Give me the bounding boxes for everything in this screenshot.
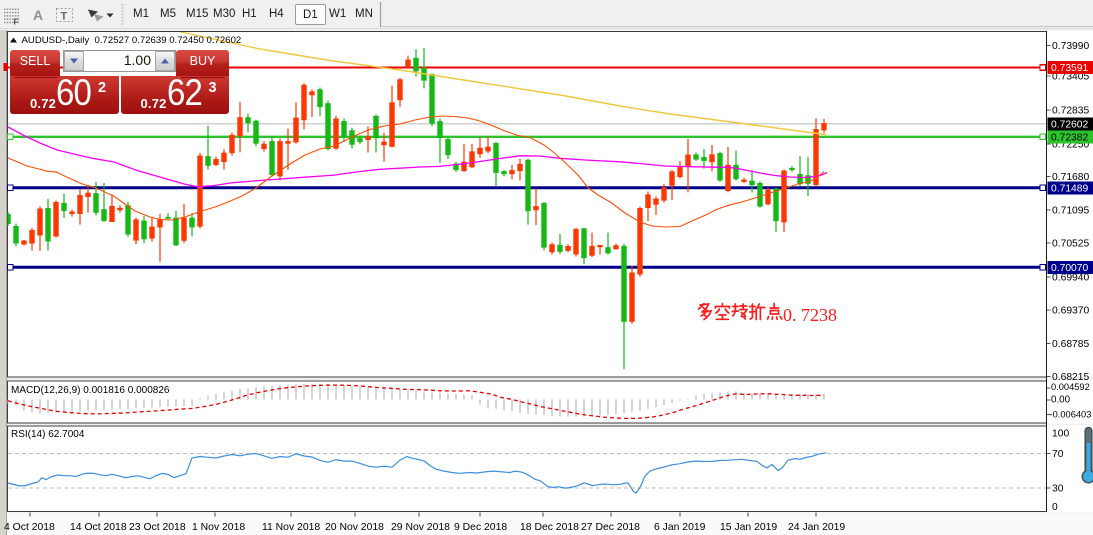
svg-text:0.69370: 0.69370 — [1052, 306, 1089, 317]
svg-text:1 Nov 2018: 1 Nov 2018 — [192, 522, 245, 533]
svg-text:0. 7238: 0. 7238 — [783, 305, 837, 325]
svg-text:A: A — [33, 7, 43, 23]
svg-text:0.72602: 0.72602 — [1051, 119, 1088, 130]
svg-text:AUDUSD-,Daily 0.72527 0.72639: AUDUSD-,Daily 0.72527 0.72639 0.72450 0.… — [22, 35, 242, 46]
svg-text:0.68785: 0.68785 — [1052, 339, 1089, 350]
svg-text:29 Nov 2018: 29 Nov 2018 — [391, 522, 450, 533]
svg-text:0.00: 0.00 — [1051, 395, 1071, 406]
svg-text:0.71489: 0.71489 — [1051, 183, 1088, 194]
svg-text:15 Jan 2019: 15 Jan 2019 — [720, 522, 777, 533]
svg-text:0.73405: 0.73405 — [1052, 72, 1089, 83]
svg-text:14 Oct 2018: 14 Oct 2018 — [70, 522, 127, 533]
svg-text:-0.006403: -0.006403 — [1050, 410, 1092, 420]
svg-text:0.004592: 0.004592 — [1051, 382, 1090, 392]
svg-text:0.69940: 0.69940 — [1052, 273, 1089, 284]
svg-text:6 Jan 2019: 6 Jan 2019 — [654, 522, 706, 533]
svg-text:4 Oct 2018: 4 Oct 2018 — [4, 522, 55, 533]
svg-text:0.73990: 0.73990 — [1052, 41, 1089, 52]
svg-text:11 Nov 2018: 11 Nov 2018 — [262, 522, 320, 533]
svg-text:27 Dec 2018: 27 Dec 2018 — [581, 522, 640, 533]
svg-text:MACD(12,26,9) 0.001816 0.00082: MACD(12,26,9) 0.001816 0.000826 — [11, 385, 170, 396]
svg-text:0.72835: 0.72835 — [1052, 106, 1089, 117]
svg-text:0.72382: 0.72382 — [1051, 132, 1088, 143]
svg-text:0.68215: 0.68215 — [1052, 372, 1089, 383]
svg-text:RSI(14) 62.7004: RSI(14) 62.7004 — [11, 429, 85, 440]
svg-text:23 Oct 2018: 23 Oct 2018 — [129, 522, 186, 533]
svg-text:30: 30 — [1052, 484, 1064, 495]
svg-text:20 Nov 2018: 20 Nov 2018 — [325, 522, 384, 533]
svg-text:T: T — [61, 11, 68, 23]
svg-text:0.71680: 0.71680 — [1052, 172, 1089, 183]
svg-text:0.72250: 0.72250 — [1052, 140, 1089, 151]
svg-text:0.70525: 0.70525 — [1052, 239, 1089, 250]
svg-text:F: F — [14, 18, 19, 27]
svg-text:100: 100 — [1052, 429, 1069, 440]
svg-text:18 Dec 2018: 18 Dec 2018 — [520, 522, 579, 533]
svg-text:0.71095: 0.71095 — [1052, 206, 1089, 217]
svg-text:24 Jan 2019: 24 Jan 2019 — [788, 522, 845, 533]
svg-text:9 Dec 2018: 9 Dec 2018 — [454, 522, 507, 533]
svg-text:0.70070: 0.70070 — [1051, 263, 1088, 274]
svg-text:0: 0 — [1052, 502, 1058, 513]
svg-text:70: 70 — [1052, 449, 1064, 460]
svg-text:0.73591: 0.73591 — [1051, 63, 1088, 74]
